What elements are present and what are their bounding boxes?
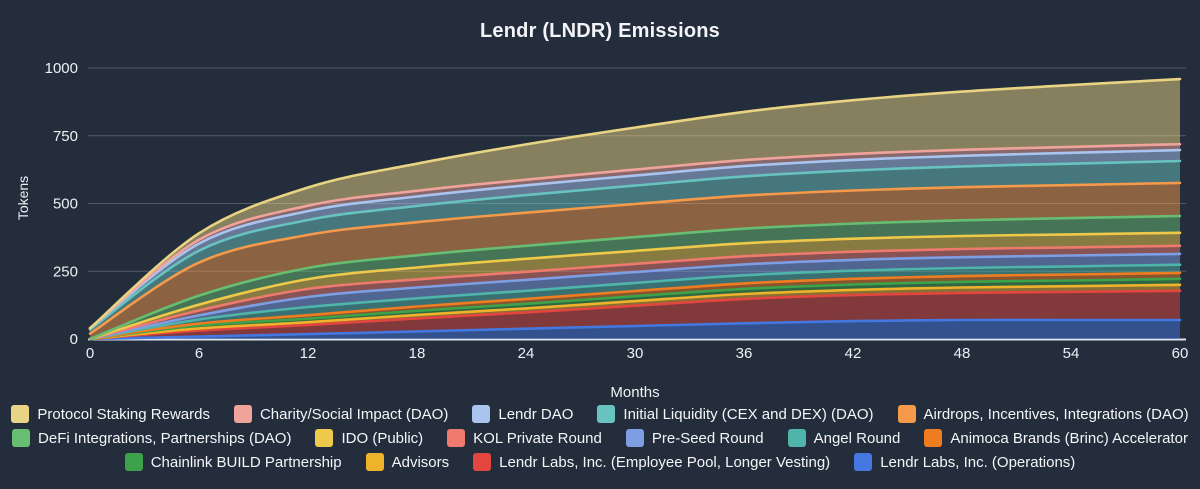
area-band [90, 253, 1180, 339]
legend-item[interactable]: Charity/Social Impact (DAO) [233, 405, 449, 423]
legend-row: DeFi Integrations, Partnerships (DAO) IDO… [12, 427, 1188, 449]
legend-label: Pre-Seed Round [651, 429, 764, 447]
legend-label: Lendr Labs, Inc. (Operations) [880, 453, 1076, 471]
legend-label: Protocol Staking Rewards [37, 405, 210, 423]
legend-swatch [12, 429, 31, 447]
legend-item[interactable]: Airdrops, Incentives, Integrations (DAO) [897, 405, 1189, 423]
area-band [90, 161, 1180, 334]
legend-item[interactable]: Angel Round [787, 429, 901, 447]
chart-legend: Protocol Staking Rewards Charity/Social I… [0, 403, 1200, 473]
legend-swatch [233, 405, 252, 423]
legend-item[interactable]: Initial Liquidity (CEX and DEX) (DAO) [597, 405, 874, 423]
area-band [90, 284, 1180, 339]
legend-swatch [787, 429, 806, 447]
x-tick-label: 54 [1063, 345, 1080, 362]
series-line [88, 289, 1182, 341]
series-line [88, 277, 1182, 341]
series-line [88, 159, 1182, 331]
y-tick-label: 500 [53, 196, 78, 213]
area-band [90, 232, 1180, 339]
legend-item[interactable]: Advisors [365, 453, 450, 471]
legend-row: Protocol Staking Rewards Charity/Social I… [11, 403, 1189, 425]
legend-label: Angel Round [813, 429, 901, 447]
legend-swatch [124, 453, 143, 471]
area-band [90, 182, 1180, 339]
series-line [88, 283, 1182, 341]
x-tick-label: 6 [195, 345, 203, 362]
series-line [88, 271, 1182, 341]
legend-item[interactable]: Lendr Labs, Inc. (Operations) [854, 453, 1075, 471]
legend-swatch [11, 405, 30, 423]
series-line [88, 263, 1182, 341]
legend-swatch [924, 429, 943, 447]
area-band [90, 278, 1180, 339]
legend-swatch [447, 429, 466, 447]
legend-item[interactable]: DeFi Integrations, Partnerships (DAO) [12, 429, 291, 447]
x-tick-label: 24 [518, 345, 535, 362]
legend-label: Animoca Brands (Brinc) Accelerator [950, 429, 1188, 447]
area-band [90, 290, 1180, 339]
legend-label: Lendr DAO [498, 405, 574, 423]
y-tick-label: 1000 [45, 60, 78, 77]
legend-label: KOL Private Round [473, 429, 602, 447]
legend-label: Charity/Social Impact (DAO) [259, 405, 449, 423]
legend-label: IDO (Public) [341, 429, 424, 447]
area-band [90, 79, 1180, 329]
legend-item[interactable]: Lendr Labs, Inc. (Employee Pool, Longer … [473, 453, 830, 471]
legend-label: Advisors [391, 453, 450, 471]
series-line [88, 181, 1182, 335]
x-tick-label: 48 [954, 345, 971, 362]
emissions-stacked-area-chart: 0 250 500 750 1000 0 6 12 18 24 30 36 42 48 54 60 [45, 60, 1189, 362]
legend-row: Chainlink BUILD Partnership Advisors Lendr… [124, 451, 1075, 473]
area-band [90, 319, 1180, 339]
y-tick-label: 250 [53, 263, 78, 280]
legend-swatch [897, 405, 916, 423]
legend-label: Initial Liquidity (CEX and DEX) (DAO) [623, 405, 874, 423]
legend-swatch [365, 453, 384, 471]
x-tick-label: 60 [1172, 345, 1189, 362]
legend-label: Airdrops, Incentives, Integrations (DAO) [923, 405, 1189, 423]
series-line [88, 77, 1182, 330]
legend-swatch [315, 429, 334, 447]
legend-swatch [854, 453, 873, 471]
series-line [88, 252, 1182, 341]
legend-item[interactable]: Animoca Brands (Brinc) Accelerator [924, 429, 1188, 447]
legend-label: Lendr Labs, Inc. (Employee Pool, Longer … [499, 453, 831, 471]
x-tick-label: 18 [409, 345, 426, 362]
legend-item[interactable]: Pre-Seed Round [625, 429, 764, 447]
series-line [88, 142, 1182, 330]
x-tick-label: 42 [845, 345, 862, 362]
legend-label: Chainlink BUILD Partnership [150, 453, 342, 471]
area-band [90, 264, 1180, 339]
y-tick-label: 0 [70, 331, 78, 348]
legend-swatch [473, 453, 492, 471]
legend-label: DeFi Integrations, Partnerships (DAO) [38, 429, 292, 447]
x-tick-label: 0 [86, 345, 94, 362]
x-axis-title: Months [610, 384, 660, 401]
legend-item[interactable]: Chainlink BUILD Partnership [124, 453, 342, 471]
y-tick-label: 750 [53, 128, 78, 145]
series-line [88, 148, 1182, 330]
x-tick-label: 30 [627, 345, 644, 362]
series-line [88, 318, 1182, 341]
legend-swatch [597, 405, 616, 423]
legend-swatch [625, 429, 644, 447]
legend-item[interactable]: IDO (Public) [315, 429, 423, 447]
chart-title: Lendr (LNDR) Emissions [480, 20, 720, 42]
legend-swatch [472, 405, 491, 423]
series-line [88, 231, 1182, 341]
series-line [88, 214, 1182, 341]
series-line [88, 244, 1182, 341]
legend-item[interactable]: Lendr DAO [472, 405, 573, 423]
legend-item[interactable]: KOL Private Round [447, 429, 602, 447]
x-tick-label: 12 [300, 345, 317, 362]
area-band [90, 216, 1180, 339]
x-tick-label: 36 [736, 345, 753, 362]
legend-item[interactable]: Protocol Staking Rewards [11, 405, 210, 423]
